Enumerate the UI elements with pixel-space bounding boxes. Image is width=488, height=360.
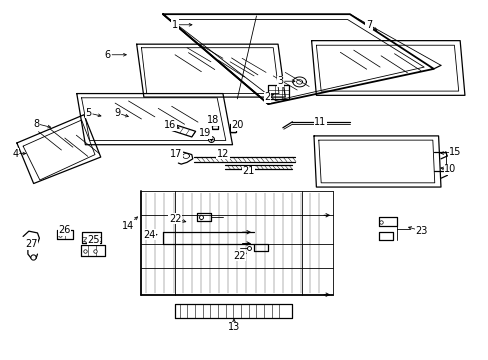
Text: 26: 26 <box>59 225 71 235</box>
Text: 7: 7 <box>365 20 371 30</box>
Text: 12: 12 <box>216 149 229 158</box>
Text: 5: 5 <box>85 108 92 118</box>
Text: 22: 22 <box>233 251 245 261</box>
Text: 24: 24 <box>143 230 156 240</box>
Text: 6: 6 <box>104 50 111 60</box>
Text: 1: 1 <box>172 20 178 30</box>
Text: 20: 20 <box>231 120 243 130</box>
Text: 15: 15 <box>448 147 461 157</box>
Text: 19: 19 <box>199 129 211 139</box>
Text: 18: 18 <box>207 115 219 125</box>
Text: 9: 9 <box>114 108 121 118</box>
Text: 23: 23 <box>415 226 427 236</box>
Text: 8: 8 <box>33 118 39 129</box>
Text: 10: 10 <box>444 165 456 174</box>
Text: 11: 11 <box>313 117 325 127</box>
Text: 21: 21 <box>242 166 254 176</box>
Text: 3: 3 <box>277 76 283 86</box>
Text: 16: 16 <box>164 120 176 130</box>
Text: 27: 27 <box>25 239 38 249</box>
Text: 4: 4 <box>12 149 19 158</box>
Text: 14: 14 <box>122 221 134 231</box>
Text: 25: 25 <box>87 235 100 245</box>
Text: 22: 22 <box>168 214 181 224</box>
Text: 17: 17 <box>170 149 182 158</box>
Text: 2: 2 <box>264 92 270 102</box>
Text: 13: 13 <box>227 323 240 333</box>
